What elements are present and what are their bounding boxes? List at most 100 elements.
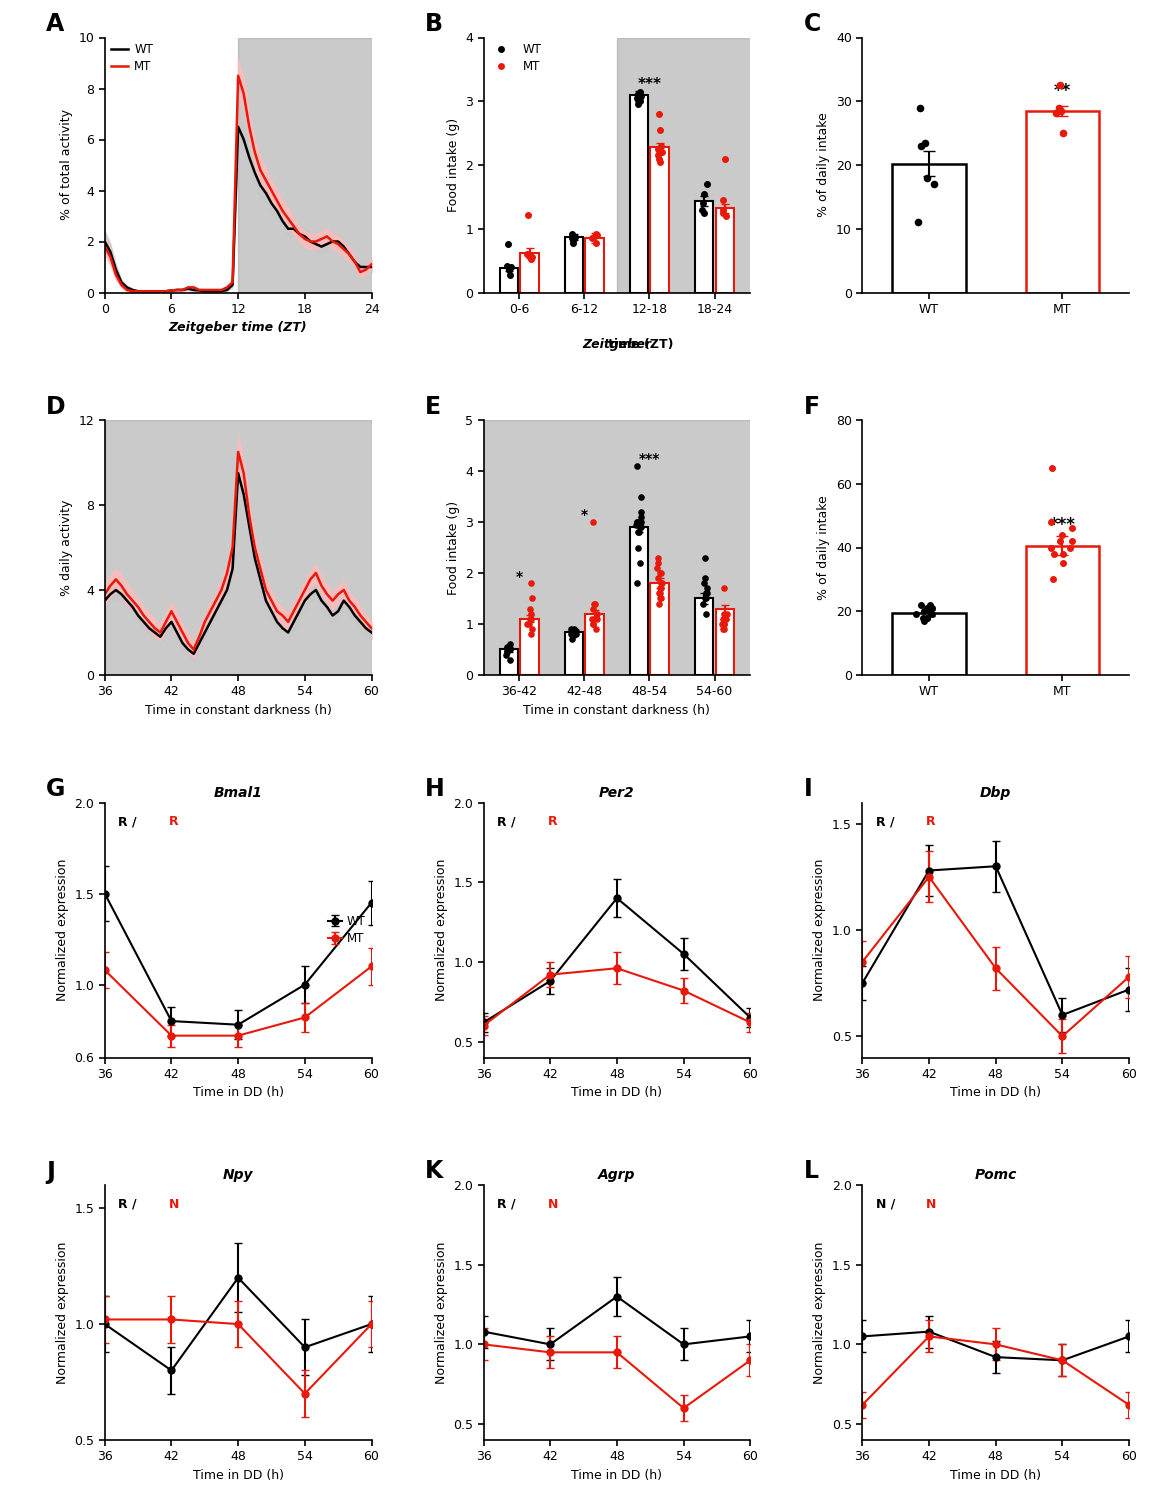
Point: [653, 141, 672, 165]
Point: [565, 622, 583, 646]
Point: [519, 612, 538, 636]
Point: [716, 147, 734, 171]
MT: [326, 232, 340, 250]
Point: [694, 192, 712, 216]
Point: [694, 591, 712, 615]
Bar: [617, 38, 753, 292]
Point: [632, 506, 651, 530]
Point: [583, 510, 602, 534]
Bar: [239, 38, 371, 292]
WT: [159, 282, 173, 300]
MT: [220, 279, 234, 297]
MT: [120, 280, 134, 298]
Point: [915, 609, 934, 633]
Point: [1053, 542, 1072, 566]
Title: Npy: Npy: [222, 1168, 254, 1182]
Point: [715, 612, 733, 636]
Title: Pomc: Pomc: [974, 1168, 1017, 1182]
MT: [204, 280, 218, 298]
WT: [104, 243, 118, 261]
WT: [304, 232, 318, 250]
MT: [258, 171, 272, 189]
Point: [501, 262, 519, 286]
MT: [248, 144, 262, 162]
Point: [652, 561, 670, 585]
WT: [292, 225, 306, 243]
Point: [717, 608, 736, 631]
Point: [1053, 122, 1072, 146]
WT: [226, 276, 240, 294]
MT: [170, 280, 184, 298]
WT: [264, 195, 278, 213]
Legend: WT, MT: WT, MT: [489, 44, 541, 74]
Text: ***: ***: [638, 76, 661, 92]
Point: [629, 536, 647, 560]
WT: [298, 228, 312, 246]
Text: B: B: [425, 12, 442, 36]
MT: [304, 232, 318, 250]
Point: [1050, 96, 1069, 120]
Point: [565, 621, 583, 645]
Y-axis label: Food intake (g): Food intake (g): [447, 118, 460, 211]
Point: [918, 596, 937, 619]
Point: [651, 582, 669, 606]
MT: [192, 280, 206, 298]
MT: [98, 237, 112, 255]
MT: [286, 217, 300, 236]
MT: [298, 230, 312, 248]
Point: [917, 606, 936, 630]
WT: [308, 236, 322, 254]
Point: [499, 638, 518, 662]
Text: R: R: [927, 816, 936, 828]
MT: [292, 225, 306, 243]
MT: [114, 276, 128, 294]
Point: [1042, 510, 1060, 534]
Point: [632, 84, 651, 108]
MT: [176, 280, 190, 298]
WT: [342, 244, 356, 264]
Point: [565, 616, 583, 640]
Point: [521, 248, 540, 272]
WT: [242, 148, 256, 166]
Point: [498, 254, 517, 278]
WT: [236, 130, 250, 148]
Point: [562, 226, 581, 251]
Point: [498, 639, 517, 663]
WT: [326, 232, 340, 250]
Legend: WT, MT: WT, MT: [111, 44, 154, 74]
MT: [336, 240, 350, 258]
MT: [359, 261, 372, 279]
Text: I: I: [803, 777, 812, 801]
WT: [114, 273, 128, 291]
Point: [648, 566, 667, 590]
MT: [308, 232, 322, 250]
X-axis label: Time in DD (h): Time in DD (h): [950, 1086, 1042, 1100]
Point: [1051, 530, 1070, 554]
X-axis label: Time in DD (h): Time in DD (h): [572, 1468, 662, 1482]
Point: [523, 616, 541, 640]
MT: [264, 182, 278, 200]
Line: MT: MT: [105, 75, 371, 291]
Bar: [565, 237, 583, 292]
MT: [320, 228, 334, 246]
WT: [332, 232, 346, 250]
WT: [208, 282, 222, 300]
Bar: [893, 164, 966, 292]
Y-axis label: Normalized expression: Normalized expression: [434, 859, 448, 1000]
Point: [651, 118, 669, 142]
Point: [651, 147, 669, 171]
WT: [170, 280, 184, 298]
WT: [270, 202, 284, 220]
MT: [198, 280, 212, 298]
Point: [521, 243, 540, 267]
Text: R /: R /: [118, 816, 141, 828]
Y-axis label: Normalized expression: Normalized expression: [56, 859, 69, 1000]
Bar: [585, 614, 604, 675]
Point: [627, 572, 646, 596]
Point: [632, 514, 651, 538]
MT: [132, 282, 146, 300]
WT: [154, 282, 168, 300]
Point: [695, 572, 714, 596]
WT: [136, 282, 150, 300]
Point: [583, 612, 602, 636]
